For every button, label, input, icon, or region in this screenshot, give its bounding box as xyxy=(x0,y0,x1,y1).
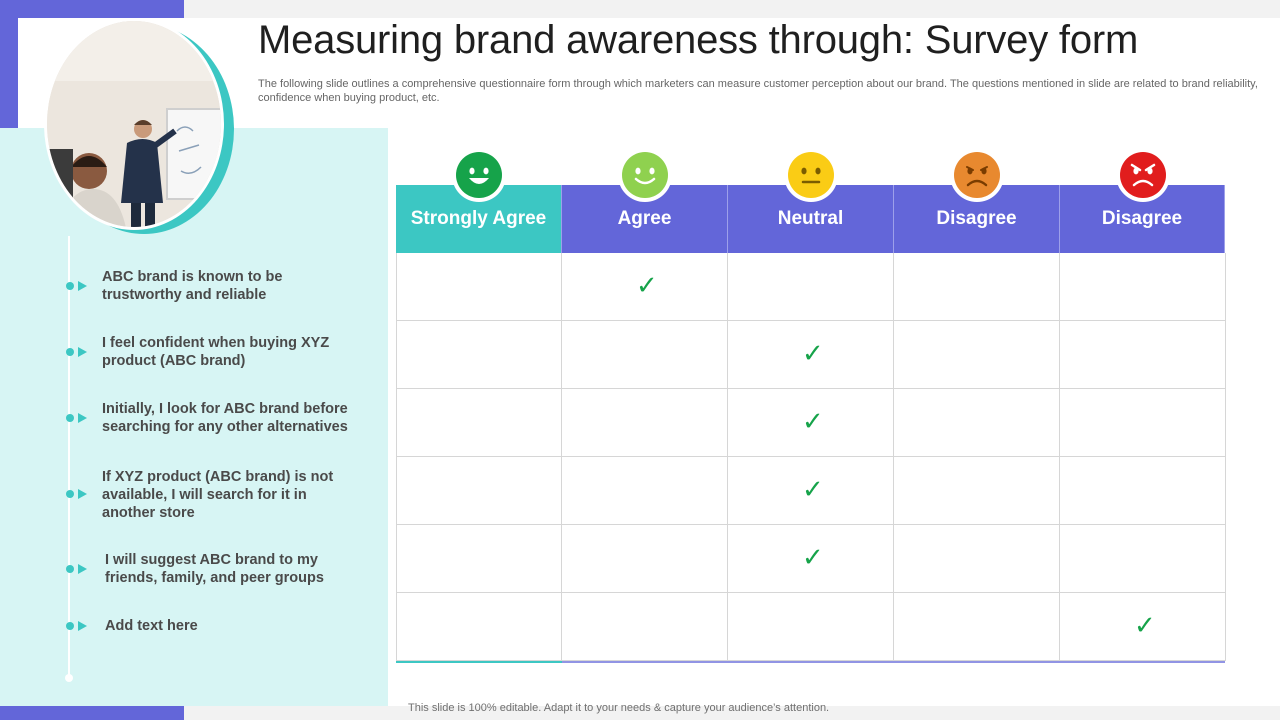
very-happy-face-icon xyxy=(452,148,506,202)
response-cell[interactable]: ✓ xyxy=(1060,593,1226,661)
timeline-dot xyxy=(66,282,74,290)
checkmark-icon: ✓ xyxy=(802,474,824,504)
statement-text: Initially, I look for ABC brand before s… xyxy=(102,401,348,435)
response-cell[interactable] xyxy=(894,593,1060,661)
response-cell[interactable] xyxy=(562,321,728,389)
checkmark-icon: ✓ xyxy=(636,270,658,300)
response-cell[interactable] xyxy=(1060,525,1226,593)
response-cell[interactable]: ✓ xyxy=(562,253,728,321)
unhappy-face-icon xyxy=(950,148,1004,202)
statement-text: I feel confident when buying XYZ product… xyxy=(102,335,330,369)
response-cell[interactable] xyxy=(396,593,562,661)
statement-text: Add text here xyxy=(105,618,198,634)
column-header: Disagree xyxy=(894,185,1060,253)
response-cell[interactable] xyxy=(728,593,894,661)
slide-subtitle: The following slide outlines a comprehen… xyxy=(258,78,1258,104)
arrow-icon xyxy=(78,347,87,357)
response-cell[interactable]: ✓ xyxy=(728,389,894,457)
checkmark-icon: ✓ xyxy=(1134,610,1156,640)
response-cell[interactable] xyxy=(562,593,728,661)
response-cell[interactable] xyxy=(894,389,1060,457)
neutral-face-icon xyxy=(784,148,838,202)
response-cell[interactable] xyxy=(562,457,728,525)
arrow-icon xyxy=(78,564,87,574)
response-cell[interactable] xyxy=(894,253,1060,321)
timeline-dot xyxy=(66,622,74,630)
response-cell[interactable] xyxy=(562,389,728,457)
presentation-photo xyxy=(44,18,234,236)
response-cell[interactable] xyxy=(396,253,562,321)
checkmark-icon: ✓ xyxy=(802,542,824,572)
arrow-icon xyxy=(78,621,87,631)
statement-text: I will suggest ABC brand to my friends, … xyxy=(105,552,324,586)
response-cell[interactable] xyxy=(396,321,562,389)
response-cell[interactable] xyxy=(728,253,894,321)
response-cell[interactable] xyxy=(562,525,728,593)
response-cell[interactable]: ✓ xyxy=(728,525,894,593)
response-cell[interactable] xyxy=(1060,253,1226,321)
accent-bar-top xyxy=(0,0,184,18)
response-cell[interactable]: ✓ xyxy=(728,457,894,525)
response-cell[interactable] xyxy=(396,457,562,525)
timeline-dot xyxy=(66,565,74,573)
table-bottom-border xyxy=(562,661,1225,663)
response-cell[interactable] xyxy=(894,321,1060,389)
response-cell[interactable]: ✓ xyxy=(728,321,894,389)
statement-text: If XYZ product (ABC brand) is not availa… xyxy=(102,469,334,521)
response-cell[interactable] xyxy=(1060,321,1226,389)
statement-text: ABC brand is known to be trustworthy and… xyxy=(102,269,283,303)
angry-face-icon xyxy=(1116,148,1170,202)
response-cell[interactable] xyxy=(396,525,562,593)
arrow-icon xyxy=(78,281,87,291)
table-bottom-border xyxy=(396,661,562,663)
response-cell[interactable] xyxy=(1060,389,1226,457)
timeline-dot xyxy=(66,490,74,498)
slide-title: Measuring brand awareness through: Surve… xyxy=(258,18,1139,62)
response-cell[interactable] xyxy=(894,525,1060,593)
timeline-end-dot xyxy=(65,674,73,682)
checkmark-icon: ✓ xyxy=(802,338,824,368)
response-cell[interactable] xyxy=(894,457,1060,525)
accent-bar-left xyxy=(0,0,18,128)
column-header: Disagree xyxy=(1060,185,1225,253)
timeline-dot xyxy=(66,414,74,422)
timeline-line xyxy=(68,236,70,680)
arrow-icon xyxy=(78,489,87,499)
response-cell[interactable] xyxy=(396,389,562,457)
statements-panel xyxy=(0,128,388,706)
survey-table: Strongly Agree Agree Neutral Disagree Disagr… xyxy=(396,185,1226,663)
arrow-icon xyxy=(78,413,87,423)
accent-bar-bottom xyxy=(0,706,184,720)
response-cell[interactable] xyxy=(1060,457,1226,525)
timeline-dot xyxy=(66,348,74,356)
happy-face-icon xyxy=(618,148,672,202)
footer-note: This slide is 100% editable. Adapt it to… xyxy=(408,702,830,714)
photo-image xyxy=(44,18,224,230)
checkmark-icon: ✓ xyxy=(802,406,824,436)
